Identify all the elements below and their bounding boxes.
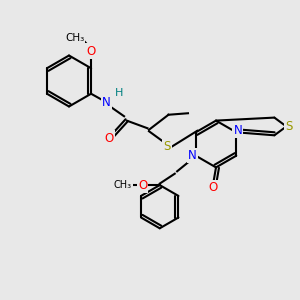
Text: S: S: [163, 140, 171, 153]
Text: N: N: [102, 96, 110, 109]
Text: H: H: [115, 88, 123, 98]
Text: N: N: [188, 149, 197, 162]
Text: CH₃: CH₃: [114, 180, 132, 190]
Text: S: S: [286, 120, 293, 133]
Text: O: O: [104, 132, 114, 145]
Text: N: N: [233, 124, 242, 137]
Text: O: O: [86, 45, 96, 58]
Text: CH₃: CH₃: [65, 33, 84, 43]
Text: O: O: [208, 181, 217, 194]
Text: O: O: [138, 178, 147, 192]
